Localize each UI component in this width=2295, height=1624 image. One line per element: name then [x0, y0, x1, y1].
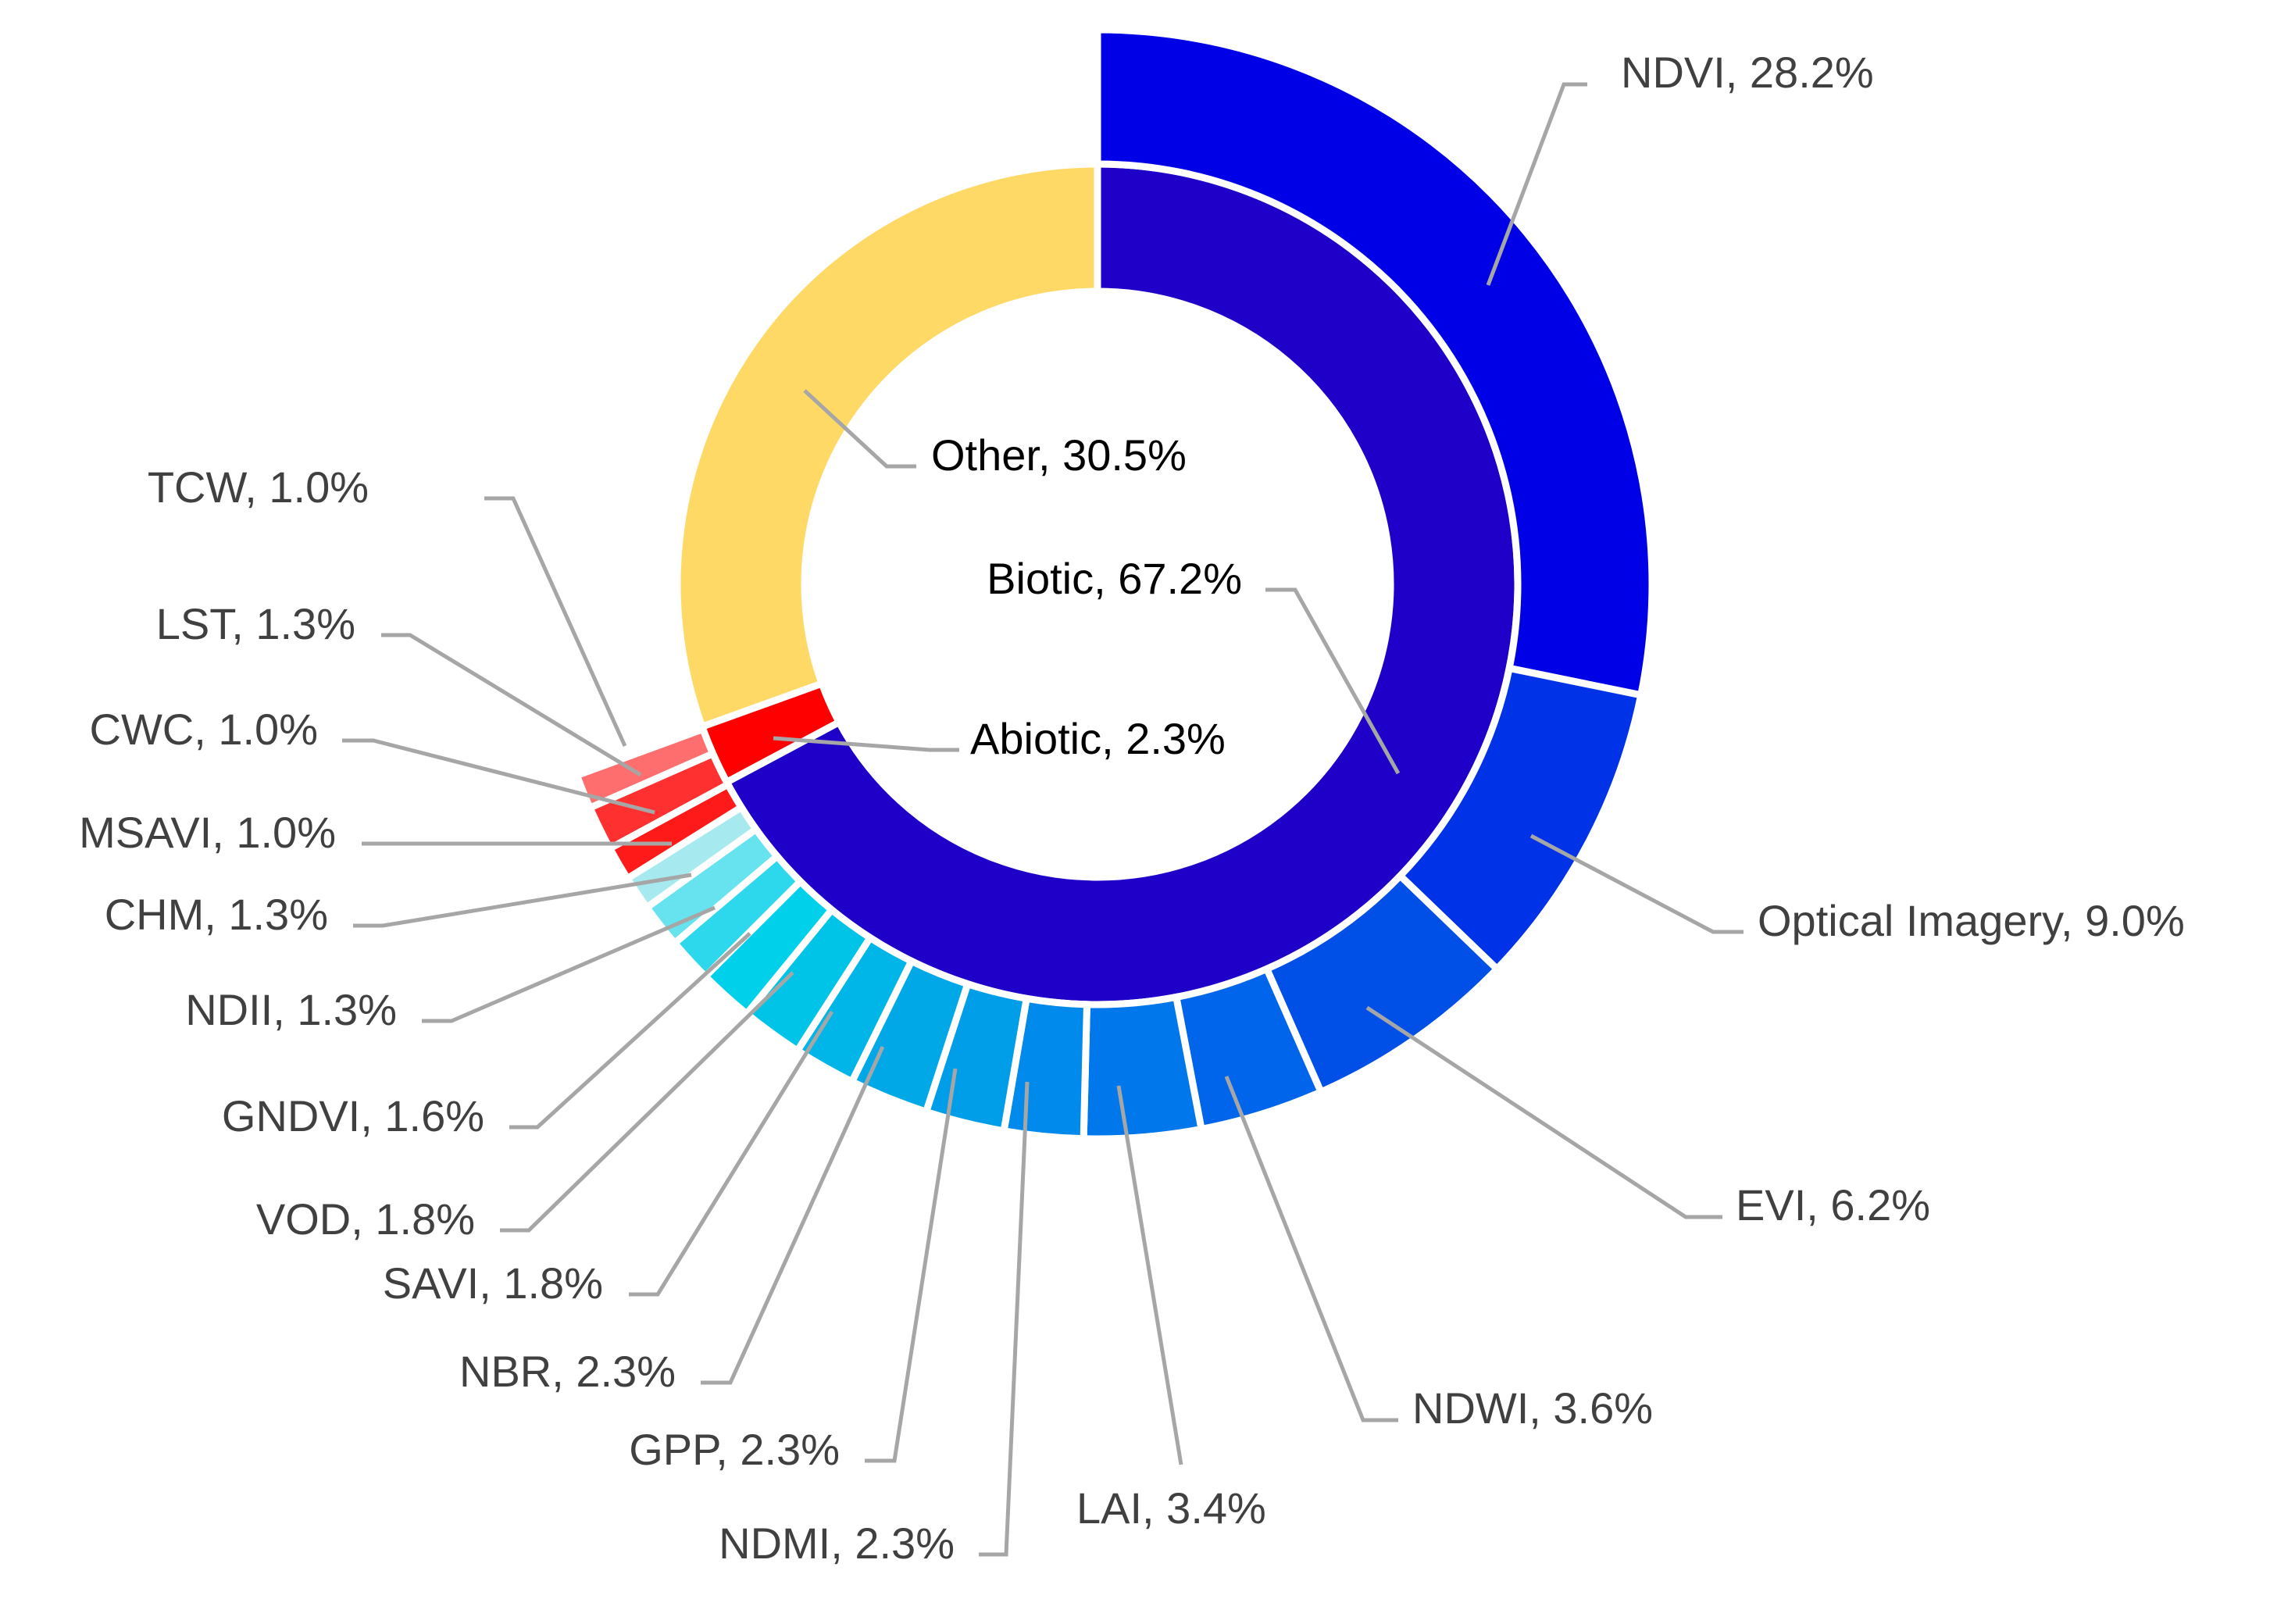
outer-label-cwc: CWC, 1.0%: [90, 705, 319, 754]
leader-lines-layer: [342, 82, 1744, 1557]
outer-label-ndii: NDII, 1.3%: [185, 985, 397, 1034]
outer-leader-nbr: [701, 1045, 885, 1385]
inner-leader-abiotic: [773, 736, 959, 752]
outer-leader-ndii: [422, 905, 716, 1023]
outer-leader-lai: [1116, 1085, 1183, 1465]
outer-label-ndmi: NDMI, 2.3%: [719, 1519, 955, 1568]
outer-leader-lst: [381, 633, 642, 777]
outer-leader-evi: [1365, 1005, 1722, 1219]
inner-slice-other: [673, 160, 1101, 732]
outer-label-savi: SAVI, 1.8%: [383, 1258, 603, 1308]
outer-leader-ndwi: [1224, 1076, 1398, 1422]
outer-label-tcw: TCW, 1.0%: [148, 462, 369, 512]
outer-slice-lai: [1080, 993, 1206, 1143]
outer-leader-tcw: [484, 496, 627, 748]
inner-label-abiotic: Abiotic, 2.3%: [970, 714, 1226, 763]
outer-label-gndvi: GNDVI, 1.6%: [222, 1091, 484, 1140]
segments-layer: [572, 26, 1656, 1143]
outer-slice-ndvi: [1094, 26, 1656, 700]
outer-label-msavi: MSAVI, 1.0%: [79, 808, 336, 857]
outer-label-ndvi: NDVI, 28.2%: [1621, 48, 1874, 97]
labels-layer: NDVI, 28.2% Optical Imagery, 9.0% EVI, 6.2…: [79, 48, 2185, 1568]
outer-label-evi: EVI, 6.2%: [1736, 1180, 1930, 1230]
outer-label-lai: LAI, 3.4%: [1076, 1483, 1266, 1533]
outer-leader-cwc: [342, 738, 655, 815]
inner-label-other: Other, 30.5%: [931, 430, 1187, 480]
outer-leader-gndvi: [509, 932, 751, 1130]
outer-leader-gpp: [865, 1068, 958, 1463]
inner-leader-biotic: [1265, 587, 1401, 775]
outer-leader-ndvi: [1486, 82, 1587, 286]
outer-label-lst: LST, 1.3%: [156, 599, 355, 648]
outer-label-ndwi: NDWI, 3.6%: [1412, 1383, 1653, 1433]
outer-leader-vod: [500, 971, 794, 1233]
outer-leader-optical-imagery: [1529, 833, 1744, 934]
outer-label-gpp: GPP, 2.3%: [629, 1425, 840, 1474]
inner-leader-other: [803, 389, 916, 469]
outer-slice-tcw: [572, 724, 718, 812]
outer-label-vod: VOD, 1.8%: [256, 1194, 475, 1244]
outer-leader-ndmi: [979, 1081, 1030, 1557]
inner-label-biotic: Biotic, 67.2%: [987, 554, 1242, 603]
outer-label-optical-imagery: Optical Imagery, 9.0%: [1758, 896, 2185, 945]
outer-label-nbr: NBR, 2.3%: [459, 1347, 676, 1396]
outer-leader-chm: [353, 873, 692, 928]
outer-leader-savi: [629, 1010, 834, 1297]
outer-label-chm: CHM, 1.3%: [105, 890, 328, 939]
